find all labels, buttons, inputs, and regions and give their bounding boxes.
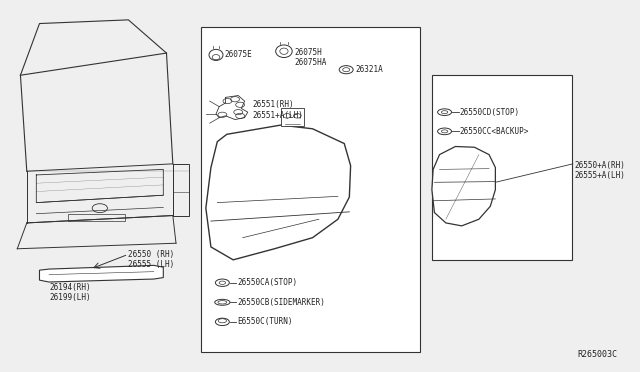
Text: 26550CC<BACKUP>: 26550CC<BACKUP> [460, 127, 529, 136]
Text: 26194(RH)
26199(LH): 26194(RH) 26199(LH) [49, 283, 91, 302]
Bar [432, 75, 572, 260]
Text: R265003C: R265003C [577, 350, 618, 359]
Text: 26321A: 26321A [355, 65, 383, 74]
Bar [281, 109, 303, 126]
Text: E6550C(TURN): E6550C(TURN) [237, 317, 293, 326]
Text: 26550CD(STOP): 26550CD(STOP) [460, 108, 520, 117]
Text: 26550 (RH)
26555 (LH): 26550 (RH) 26555 (LH) [129, 250, 175, 269]
Text: 26551(RH)
26551+A(LH): 26551(RH) 26551+A(LH) [252, 100, 303, 120]
Text: 26550CA(STOP): 26550CA(STOP) [237, 278, 298, 287]
Bar [173, 164, 189, 215]
Text: 26550CB(SIDEMARKER): 26550CB(SIDEMARKER) [237, 298, 326, 307]
Bar [202, 27, 420, 352]
Polygon shape [432, 147, 495, 226]
Polygon shape [40, 265, 163, 282]
Polygon shape [206, 125, 351, 260]
Text: 26075H
26075HA: 26075H 26075HA [295, 48, 327, 67]
Text: 26550+A(RH)
26555+A(LH): 26550+A(RH) 26555+A(LH) [574, 161, 625, 180]
Bar [68, 214, 125, 221]
Text: 26075E: 26075E [225, 51, 253, 60]
